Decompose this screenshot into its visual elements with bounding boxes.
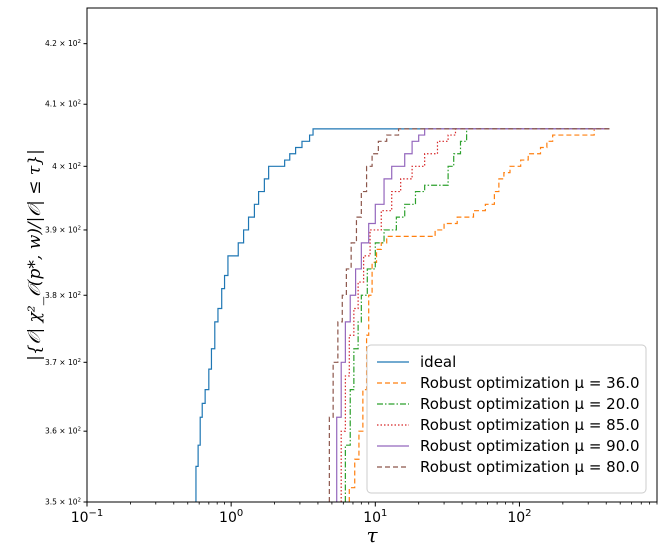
y-tick-label: 3.7 × 102	[45, 358, 81, 367]
x-tick-label-exponent: 1	[381, 508, 387, 519]
y-tick-label-exponent: 2	[78, 39, 82, 45]
legend-label: Robust optimization μ = 85.0	[420, 416, 640, 434]
legend: ideal Robust optimization μ = 36.0 Robust …	[366, 344, 647, 494]
x-tick-label: 102	[507, 508, 531, 526]
legend-label: Robust optimization μ = 80.0	[420, 458, 640, 476]
series-line-5	[328, 128, 610, 502]
y-tick-label-base: 3.5 × 10	[45, 498, 78, 507]
x-tick-label-base: 10	[219, 510, 237, 526]
series-line-4	[336, 128, 610, 502]
legend-label: Robust optimization μ = 90.0	[420, 437, 640, 455]
series-group	[195, 128, 610, 502]
y-tick-label: 3.5 × 102	[45, 498, 81, 507]
y-tick-label-exponent: 2	[78, 291, 82, 297]
x-axis-title: τ	[366, 523, 378, 547]
legend-label: Robust optimization μ = 36.0	[420, 374, 640, 392]
x-tick-label: 101	[363, 508, 387, 526]
y-tick-label-exponent: 2	[78, 162, 82, 168]
x-tick-label-base: 10	[507, 510, 525, 526]
plot-frame	[86, 7, 658, 503]
x-tick-label-base: 10	[71, 510, 89, 526]
x-tick-label: 10−1	[71, 508, 104, 526]
y-tick-label-exponent: 2	[78, 225, 82, 231]
legend-label: ideal	[420, 353, 456, 371]
y-tick-label-base: 3.9 × 10	[45, 225, 78, 234]
series-line-2	[344, 128, 610, 502]
x-tick-label: 100	[219, 508, 243, 526]
y-tick-label-base: 3.6 × 10	[45, 427, 78, 436]
y-tick-label: 4 × 102	[52, 162, 81, 171]
x-tick-label-exponent: 2	[525, 508, 531, 519]
y-tick-label-base: 3.7 × 10	[45, 358, 78, 367]
y-tick-label-exponent: 2	[78, 100, 82, 106]
y-tick-label-base: 4.1 × 10	[45, 100, 78, 109]
y-tick-label-exponent: 2	[78, 498, 82, 504]
series-line-0	[195, 128, 610, 502]
y-tick-label: 4.2 × 102	[45, 39, 81, 48]
y-tick-label: 3.8 × 102	[45, 291, 81, 300]
y-tick-label-exponent: 2	[78, 427, 82, 433]
x-tick-label-base: 10	[363, 510, 381, 526]
x-tick-label-exponent: −1	[89, 508, 104, 519]
y-tick-label: 3.6 × 102	[45, 427, 81, 436]
x-tick-label-exponent: 0	[237, 508, 243, 519]
y-tick-label-base: 4 × 10	[52, 162, 78, 171]
y-tick-label: 3.9 × 102	[45, 225, 81, 234]
legend-label: Robust optimization μ = 20.0	[420, 395, 640, 413]
y-tick-label-exponent: 2	[78, 358, 82, 364]
legend-box	[366, 344, 647, 494]
y-tick-label-base: 4.2 × 10	[45, 39, 78, 48]
y-axis-title: |{𝒪| χ²_𝒪(p*, w)/|𝒪| ≤ τ}|	[25, 149, 45, 361]
y-tick-label: 4.1 × 102	[45, 100, 81, 109]
y-tick-label-base: 3.8 × 10	[45, 291, 78, 300]
y-axis-title-text: |{𝒪| χ²_𝒪(p*, w)/|𝒪| ≤ τ}|	[25, 149, 45, 361]
